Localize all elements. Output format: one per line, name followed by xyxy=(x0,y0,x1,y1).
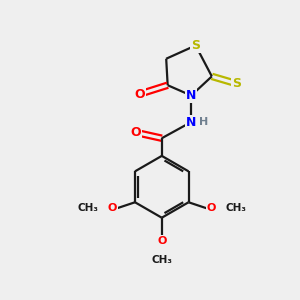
Text: S: S xyxy=(191,39,200,52)
Text: CH₃: CH₃ xyxy=(151,254,172,265)
Text: N: N xyxy=(186,89,196,102)
Text: O: O xyxy=(207,203,216,213)
Text: CH₃: CH₃ xyxy=(77,203,98,213)
Text: CH₃: CH₃ xyxy=(225,203,246,213)
Text: H: H xyxy=(199,117,208,127)
Text: N: N xyxy=(186,116,196,128)
Text: O: O xyxy=(130,126,141,139)
Text: O: O xyxy=(134,88,145,100)
Text: S: S xyxy=(232,77,242,90)
Text: O: O xyxy=(157,236,167,246)
Text: O: O xyxy=(107,203,117,213)
